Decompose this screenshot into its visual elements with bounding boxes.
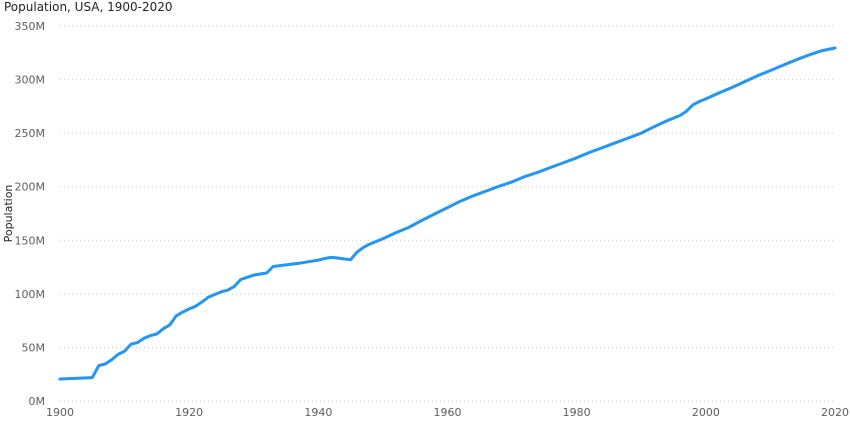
chart-title: Population, USA, 1900-2020 [4,0,173,14]
y-tick-label: 150M [15,234,46,247]
series-layer [58,46,837,381]
x-tick-label: 1960 [434,406,462,419]
y-tick-label: 0M [29,395,46,408]
x-tick-label: 2020 [821,406,849,419]
y-tick-label: 350M [15,20,46,33]
series-line [58,46,837,381]
x-tick-label: 1900 [46,406,74,419]
y-tick-label: 250M [15,127,46,140]
x-axis-ticks: 1900 1920 1940 1960 1980 2000 2020 [46,406,849,419]
x-tick-label: 1940 [304,406,332,419]
x-tick-label: 2000 [692,406,720,419]
y-tick-label: 200M [15,181,46,194]
grid-lines [60,25,835,402]
x-tick-label: 1920 [175,406,203,419]
y-tick-label: 50M [22,341,46,354]
x-tick-label: 1980 [563,406,591,419]
y-axis-ticks: 0M 50M 100M 150M 200M 250M 300M 350M [15,20,46,408]
y-axis-label: Population [2,185,15,243]
y-tick-label: 300M [15,74,46,87]
y-tick-label: 100M [15,288,46,301]
